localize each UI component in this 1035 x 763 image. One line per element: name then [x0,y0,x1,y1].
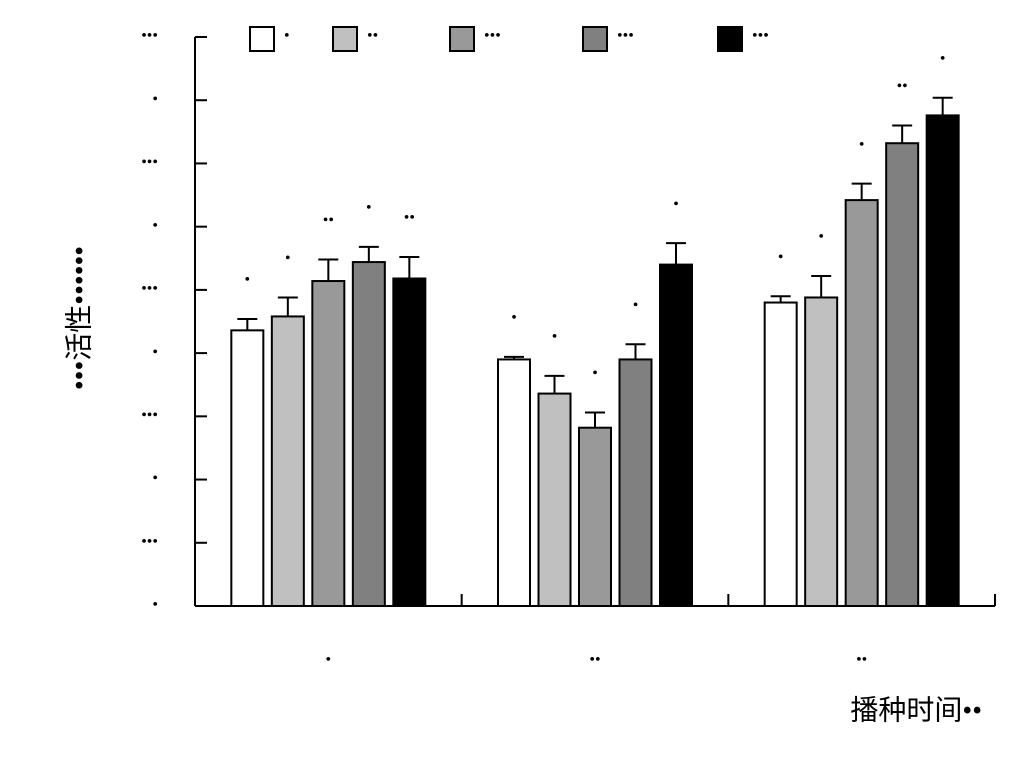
legend-label: ••• [484,28,501,45]
x-tick-label: •• [589,652,600,669]
y-tick-label: • [152,597,158,614]
x-axis-label: 播种时间•• [850,694,982,726]
significance-label: • [818,229,824,246]
bar [578,426,612,608]
legend-label: ••• [617,28,634,45]
legend-swatch [249,26,275,52]
bar [925,114,960,607]
significance-label: • [592,365,598,382]
significance-label: • [366,200,372,217]
legend-swatch [582,26,608,52]
y-axis-label: •••活性•••••• [63,246,95,390]
bar [311,280,346,607]
legend-swatch [332,26,358,52]
y-tick-label: • [152,470,158,487]
significance-label: • [859,136,865,153]
y-tick-label: ••• [141,281,158,298]
legend-label: • [284,28,290,45]
significance-label: • [511,310,517,327]
bar [763,301,798,607]
bar [270,315,305,607]
bar [885,142,920,607]
legend-label: ••• [752,28,769,45]
significance-label: • [940,50,946,67]
bar [844,199,879,607]
legend-swatch [449,26,475,52]
bar [497,358,531,607]
y-tick-label: ••• [141,28,158,45]
x-tick-label: •• [856,652,867,669]
y-tick-label: ••• [141,533,158,550]
y-tick-label: ••• [141,407,158,424]
significance-label: •• [323,212,334,229]
significance-label: • [285,250,291,267]
bar [804,296,839,607]
y-tick-label: ••• [141,154,158,171]
y-tick-label: • [152,344,158,361]
bar [392,277,427,607]
significance-label: • [245,272,251,289]
significance-label: •• [404,210,415,227]
y-tick-label: • [152,217,158,234]
significance-label: • [673,196,679,213]
bar [230,329,265,607]
bar [351,261,386,607]
bar [618,358,653,607]
x-tick-label: • [326,652,332,669]
bar [659,263,693,607]
significance-label: • [633,297,639,314]
bar [537,392,572,607]
y-tick-label: • [152,91,158,108]
legend-swatch [717,26,743,52]
significance-label: • [552,329,558,346]
legend-label: •• [367,28,378,45]
significance-label: • [778,249,784,266]
significance-label: •• [897,78,908,95]
